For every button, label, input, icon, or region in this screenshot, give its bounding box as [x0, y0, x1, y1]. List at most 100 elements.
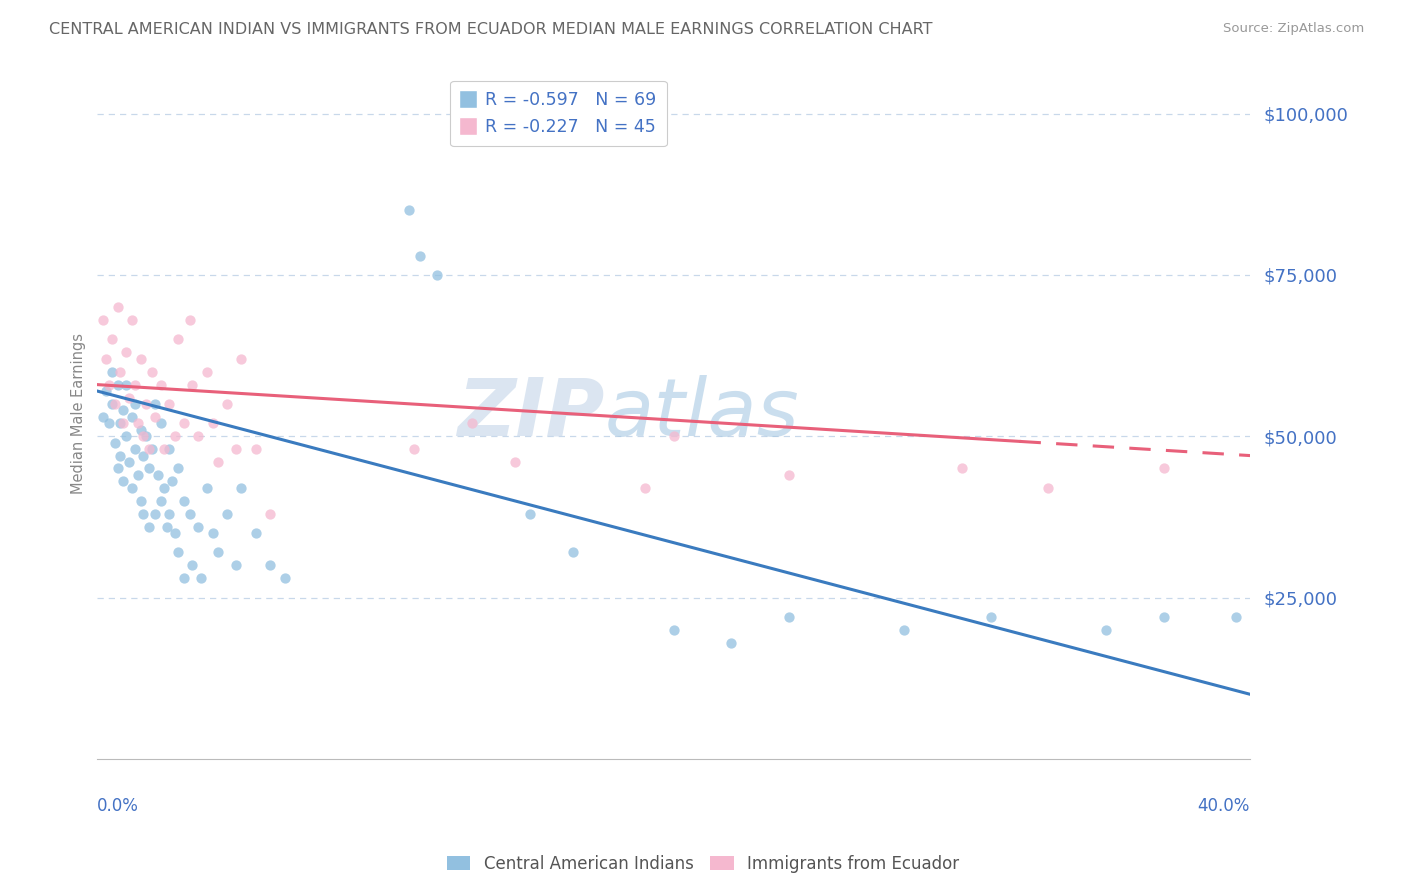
Point [155, 519, 177, 533]
Point [179, 507, 201, 521]
Point [152, 481, 174, 495]
Point [173, 417, 195, 431]
Point [100, 333, 122, 347]
Point [132, 507, 155, 521]
Text: 40.0%: 40.0% [1198, 797, 1250, 814]
Point [152, 442, 174, 457]
Y-axis label: Median Male Earnings: Median Male Earnings [72, 333, 86, 494]
Point [121, 481, 143, 495]
Point [398, 203, 420, 218]
Point [157, 397, 180, 411]
Point [165, 429, 187, 443]
Text: Source: ZipAtlas.com: Source: ZipAtlas.com [1223, 22, 1364, 36]
Point [1153, 461, 1175, 475]
Point [259, 558, 281, 573]
Point [893, 623, 915, 637]
Point [110, 449, 132, 463]
Point [519, 507, 541, 521]
Point [146, 467, 169, 482]
Point [94, 384, 117, 398]
Point [1038, 481, 1060, 495]
Text: ZIP: ZIP [457, 375, 605, 452]
Point [121, 409, 143, 424]
Point [179, 313, 201, 327]
Point [149, 377, 172, 392]
Point [195, 481, 218, 495]
Point [135, 397, 157, 411]
Point [110, 365, 132, 379]
Point [273, 571, 295, 585]
Point [135, 429, 157, 443]
Point [503, 455, 526, 469]
Point [231, 351, 253, 366]
Point [132, 449, 155, 463]
Point [165, 526, 187, 541]
Point [225, 558, 247, 573]
Point [127, 467, 149, 482]
Point [138, 519, 160, 533]
Point [167, 333, 190, 347]
Text: CENTRAL AMERICAN INDIAN VS IMMIGRANTS FROM ECUADOR MEDIAN MALE EARNINGS CORRELAT: CENTRAL AMERICAN INDIAN VS IMMIGRANTS FR… [49, 22, 932, 37]
Point [426, 268, 449, 282]
Text: 0.0%: 0.0% [97, 797, 139, 814]
Point [1095, 623, 1118, 637]
Point [561, 545, 583, 559]
Point [124, 397, 146, 411]
Point [195, 365, 218, 379]
Point [149, 493, 172, 508]
Point [1153, 610, 1175, 624]
Point [91, 409, 114, 424]
Point [181, 558, 204, 573]
Point [404, 442, 426, 457]
Point [107, 377, 129, 392]
Point [100, 365, 122, 379]
Point [127, 417, 149, 431]
Point [132, 429, 155, 443]
Point [112, 417, 135, 431]
Point [167, 461, 190, 475]
Point [138, 442, 160, 457]
Point [187, 429, 209, 443]
Point [634, 481, 657, 495]
Point [115, 377, 138, 392]
Point [107, 300, 129, 314]
Point [225, 442, 247, 457]
Point [97, 417, 120, 431]
Point [662, 429, 685, 443]
Legend: R = -0.597   N = 69, R = -0.227   N = 45: R = -0.597 N = 69, R = -0.227 N = 45 [450, 80, 666, 146]
Point [129, 351, 152, 366]
Point [162, 475, 184, 489]
Point [245, 442, 267, 457]
Point [118, 391, 141, 405]
Point [138, 461, 160, 475]
Point [115, 429, 138, 443]
Point [778, 610, 800, 624]
Point [129, 493, 152, 508]
Point [201, 417, 224, 431]
Point [157, 507, 180, 521]
Point [207, 545, 229, 559]
Point [124, 442, 146, 457]
Point [143, 409, 166, 424]
Point [143, 397, 166, 411]
Point [149, 417, 172, 431]
Point [245, 526, 267, 541]
Point [157, 442, 180, 457]
Point [980, 610, 1002, 624]
Point [112, 403, 135, 417]
Point [141, 365, 163, 379]
Point [187, 519, 209, 533]
Point [409, 249, 432, 263]
Point [107, 461, 129, 475]
Text: atlas: atlas [605, 375, 799, 452]
Point [141, 442, 163, 457]
Point [129, 423, 152, 437]
Point [143, 507, 166, 521]
Point [181, 377, 204, 392]
Point [118, 455, 141, 469]
Point [950, 461, 973, 475]
Point [112, 475, 135, 489]
Point [259, 507, 281, 521]
Point [173, 493, 195, 508]
Point [215, 507, 238, 521]
